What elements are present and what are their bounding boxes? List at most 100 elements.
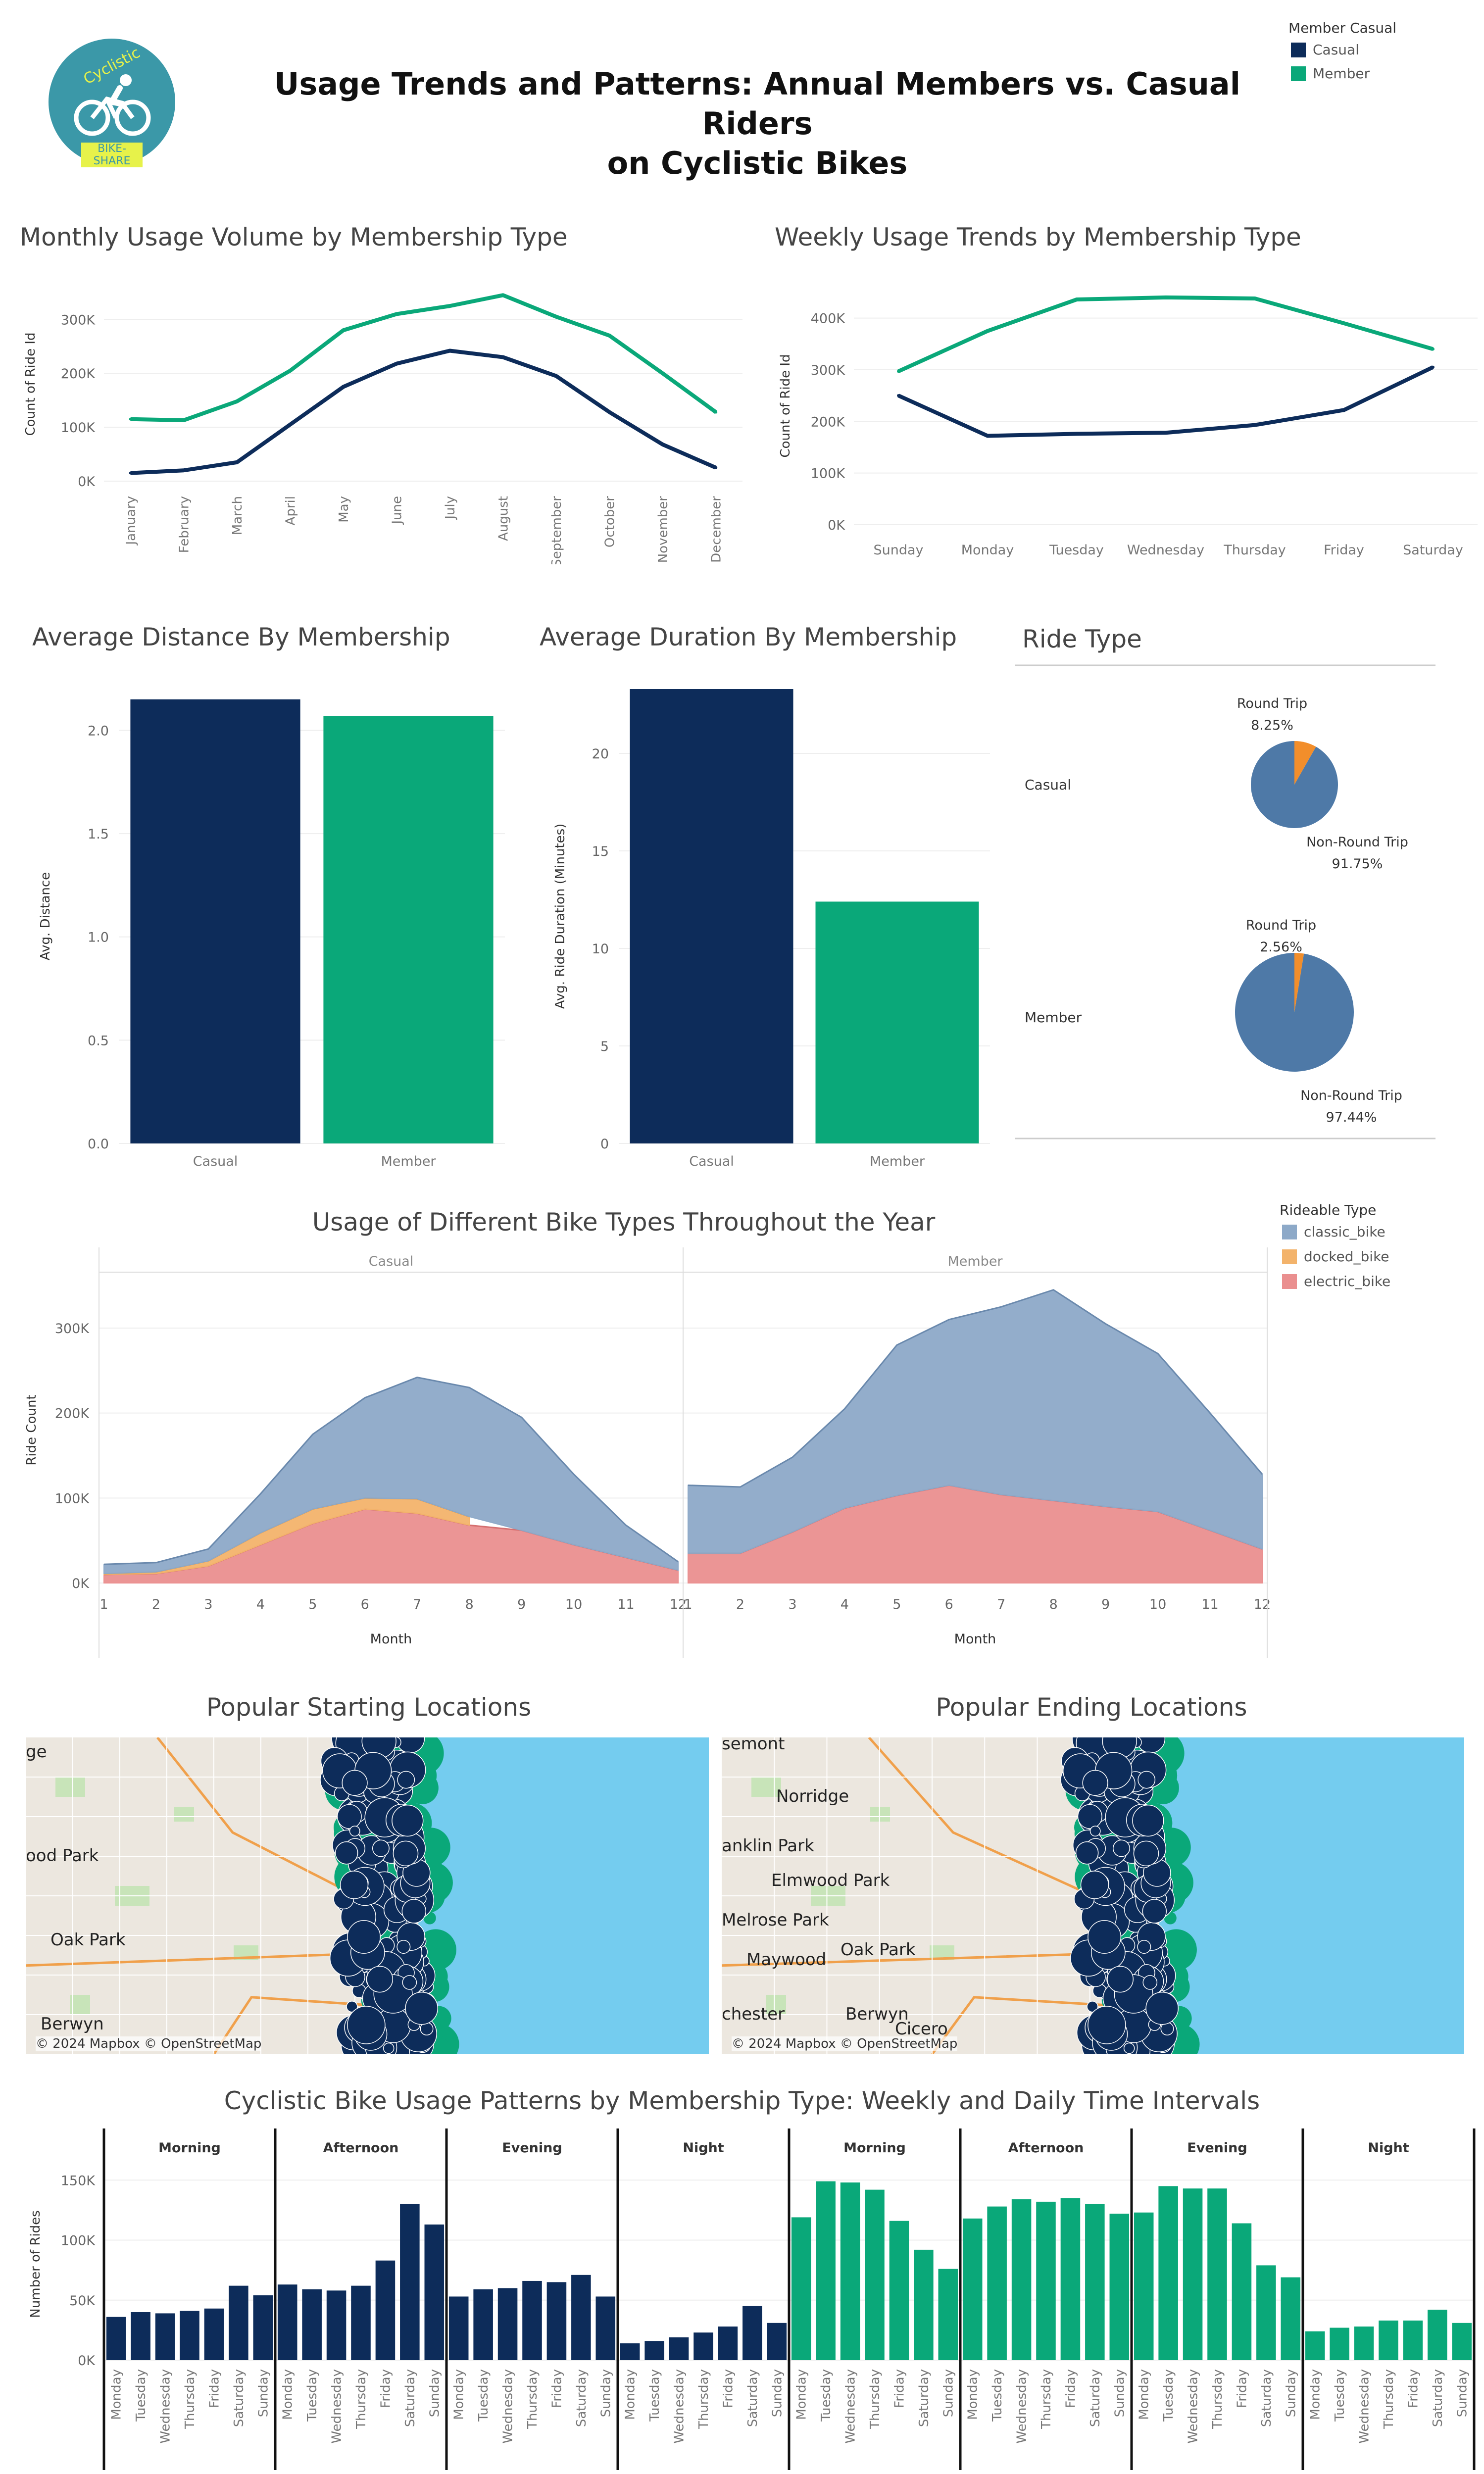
pie-row-label: Member (1025, 1009, 1082, 1026)
x-tick-label: Tuesday (990, 2369, 1005, 2422)
legend-swatch (1291, 66, 1306, 81)
x-tick-label: April (283, 496, 298, 525)
bar-casual (130, 699, 300, 1143)
station-bubble-casual (372, 1839, 390, 1857)
pie-row-label: Casual (1025, 777, 1071, 793)
legend-item-classic[interactable]: classic_bike (1282, 1224, 1385, 1240)
panel-label: Evening (502, 2140, 562, 2156)
y-tick-label: 200K (811, 414, 846, 430)
x-tick-label: Sunday (873, 543, 923, 558)
bar-casual (718, 2326, 738, 2360)
x-tick-label: Monday (1308, 2369, 1323, 2420)
station-bubble-casual (342, 1770, 368, 1796)
data-point (182, 418, 186, 422)
x-tick-label: 6 (945, 1597, 953, 1612)
bar-member (815, 901, 979, 1143)
x-tick-label: Saturday (232, 2369, 247, 2427)
park-area (55, 1777, 85, 1797)
data-point (1432, 365, 1435, 369)
bar-member (962, 2218, 983, 2360)
bar-casual (693, 2332, 713, 2360)
bar-member (1183, 2188, 1203, 2360)
x-tick-label: Tuesday (134, 2369, 148, 2422)
legend-item-electric[interactable]: electric_bike (1282, 1273, 1390, 1289)
x-tick-label: 6 (361, 1597, 369, 1612)
y-tick-label: 20 (592, 746, 609, 762)
y-tick-label: 1.5 (88, 827, 109, 842)
x-tick-label: Wednesday (158, 2369, 173, 2444)
legend-item-member[interactable]: Member (1291, 65, 1370, 82)
x-axis-label: Month (370, 1632, 412, 1647)
highway (212, 1996, 393, 2054)
x-tick-label: November (656, 496, 671, 563)
x-tick-label: Friday (721, 2369, 736, 2408)
x-tick-label: 2 (736, 1597, 744, 1612)
x-tick-label: 11 (1201, 1597, 1218, 1612)
legend-item-casual[interactable]: Casual (1291, 42, 1359, 58)
start-locations-map[interactable]: ge ood Park Oak Park Berwyn © 2024 Mapbox ©… (26, 1737, 709, 2054)
x-tick-label: 11 (617, 1597, 634, 1612)
data-point (289, 369, 292, 372)
data-point (986, 329, 989, 333)
bar-member (1428, 2310, 1447, 2360)
y-tick-label: 0 (600, 1137, 609, 1152)
x-tick-label: 3 (204, 1597, 212, 1612)
panel-label: Evening (1187, 2140, 1247, 2156)
place-label: Berwyn (845, 2004, 909, 2024)
rideable-legend-title: Rideable Type (1280, 1202, 1377, 1218)
bar-casual (326, 2290, 346, 2360)
data-point (1432, 347, 1435, 351)
bar-member (1379, 2320, 1398, 2360)
bar-member (1011, 2199, 1032, 2360)
y-tick-label: 15 (592, 844, 609, 859)
y-tick-label: 300K (61, 312, 96, 328)
highway (931, 1996, 1133, 2054)
x-tick-label: 4 (841, 1597, 849, 1612)
x-tick-label: May (337, 496, 351, 523)
weekly-chart-title: Weekly Usage Trends by Membership Type (775, 223, 1301, 251)
bar-member (1305, 2331, 1325, 2360)
bar-casual (669, 2337, 689, 2360)
highway (868, 1737, 1129, 1913)
x-tick-label: Sunday (427, 2369, 442, 2417)
data-point (661, 372, 664, 375)
place-label: Cicero (895, 2019, 948, 2039)
bar-casual (424, 2224, 445, 2360)
y-tick-label: 50K (69, 2293, 96, 2309)
distance-bar-chart: 0.0 0.5 1.0 1.5 2.0 Avg. Distance Casual Member (38, 699, 505, 1169)
series-line-member (897, 295, 1434, 373)
x-tick-label: March (230, 496, 245, 535)
bar-casual (497, 2288, 518, 2360)
bar-casual (546, 2282, 567, 2360)
end-locations-map[interactable]: Norridge anklin Park Elmwood Park Melrose P… (722, 1737, 1464, 2054)
x-tick-label: Member (381, 1154, 436, 1169)
x-tick-label: Monday (794, 2369, 809, 2420)
bar-member (1330, 2327, 1349, 2360)
y-tick-label: 1.0 (88, 930, 109, 945)
data-point (1253, 297, 1256, 300)
station-bubble-casual (1087, 2001, 1098, 2013)
park-area (870, 1807, 890, 1822)
bar-member (865, 2189, 885, 2360)
station-bubble-casual (396, 1940, 411, 1954)
x-tick-label: December (709, 496, 724, 563)
data-point (986, 434, 989, 438)
x-tick-label: Tuesday (1161, 2369, 1176, 2422)
station-bubble-casual (1137, 1940, 1151, 1954)
place-label: semont (722, 1737, 785, 1754)
legend-item-docked[interactable]: docked_bike (1282, 1248, 1389, 1265)
lake-michigan (402, 1737, 709, 2054)
y-axis-label: Count of Ride Id (23, 332, 38, 436)
monthly-chart-title: Monthly Usage Volume by Membership Type (20, 223, 568, 251)
x-tick-label: 9 (1101, 1597, 1110, 1612)
data-point (182, 469, 186, 472)
data-point (714, 466, 718, 469)
park-area (766, 1995, 786, 2015)
x-tick-label: Monday (281, 2369, 296, 2420)
panel-label: Member (947, 1254, 1003, 1269)
bar-casual (375, 2260, 396, 2360)
place-label: anklin Park (722, 1836, 814, 1856)
x-tick-label: Sunday (598, 2369, 613, 2417)
legend-swatch (1282, 1274, 1297, 1289)
